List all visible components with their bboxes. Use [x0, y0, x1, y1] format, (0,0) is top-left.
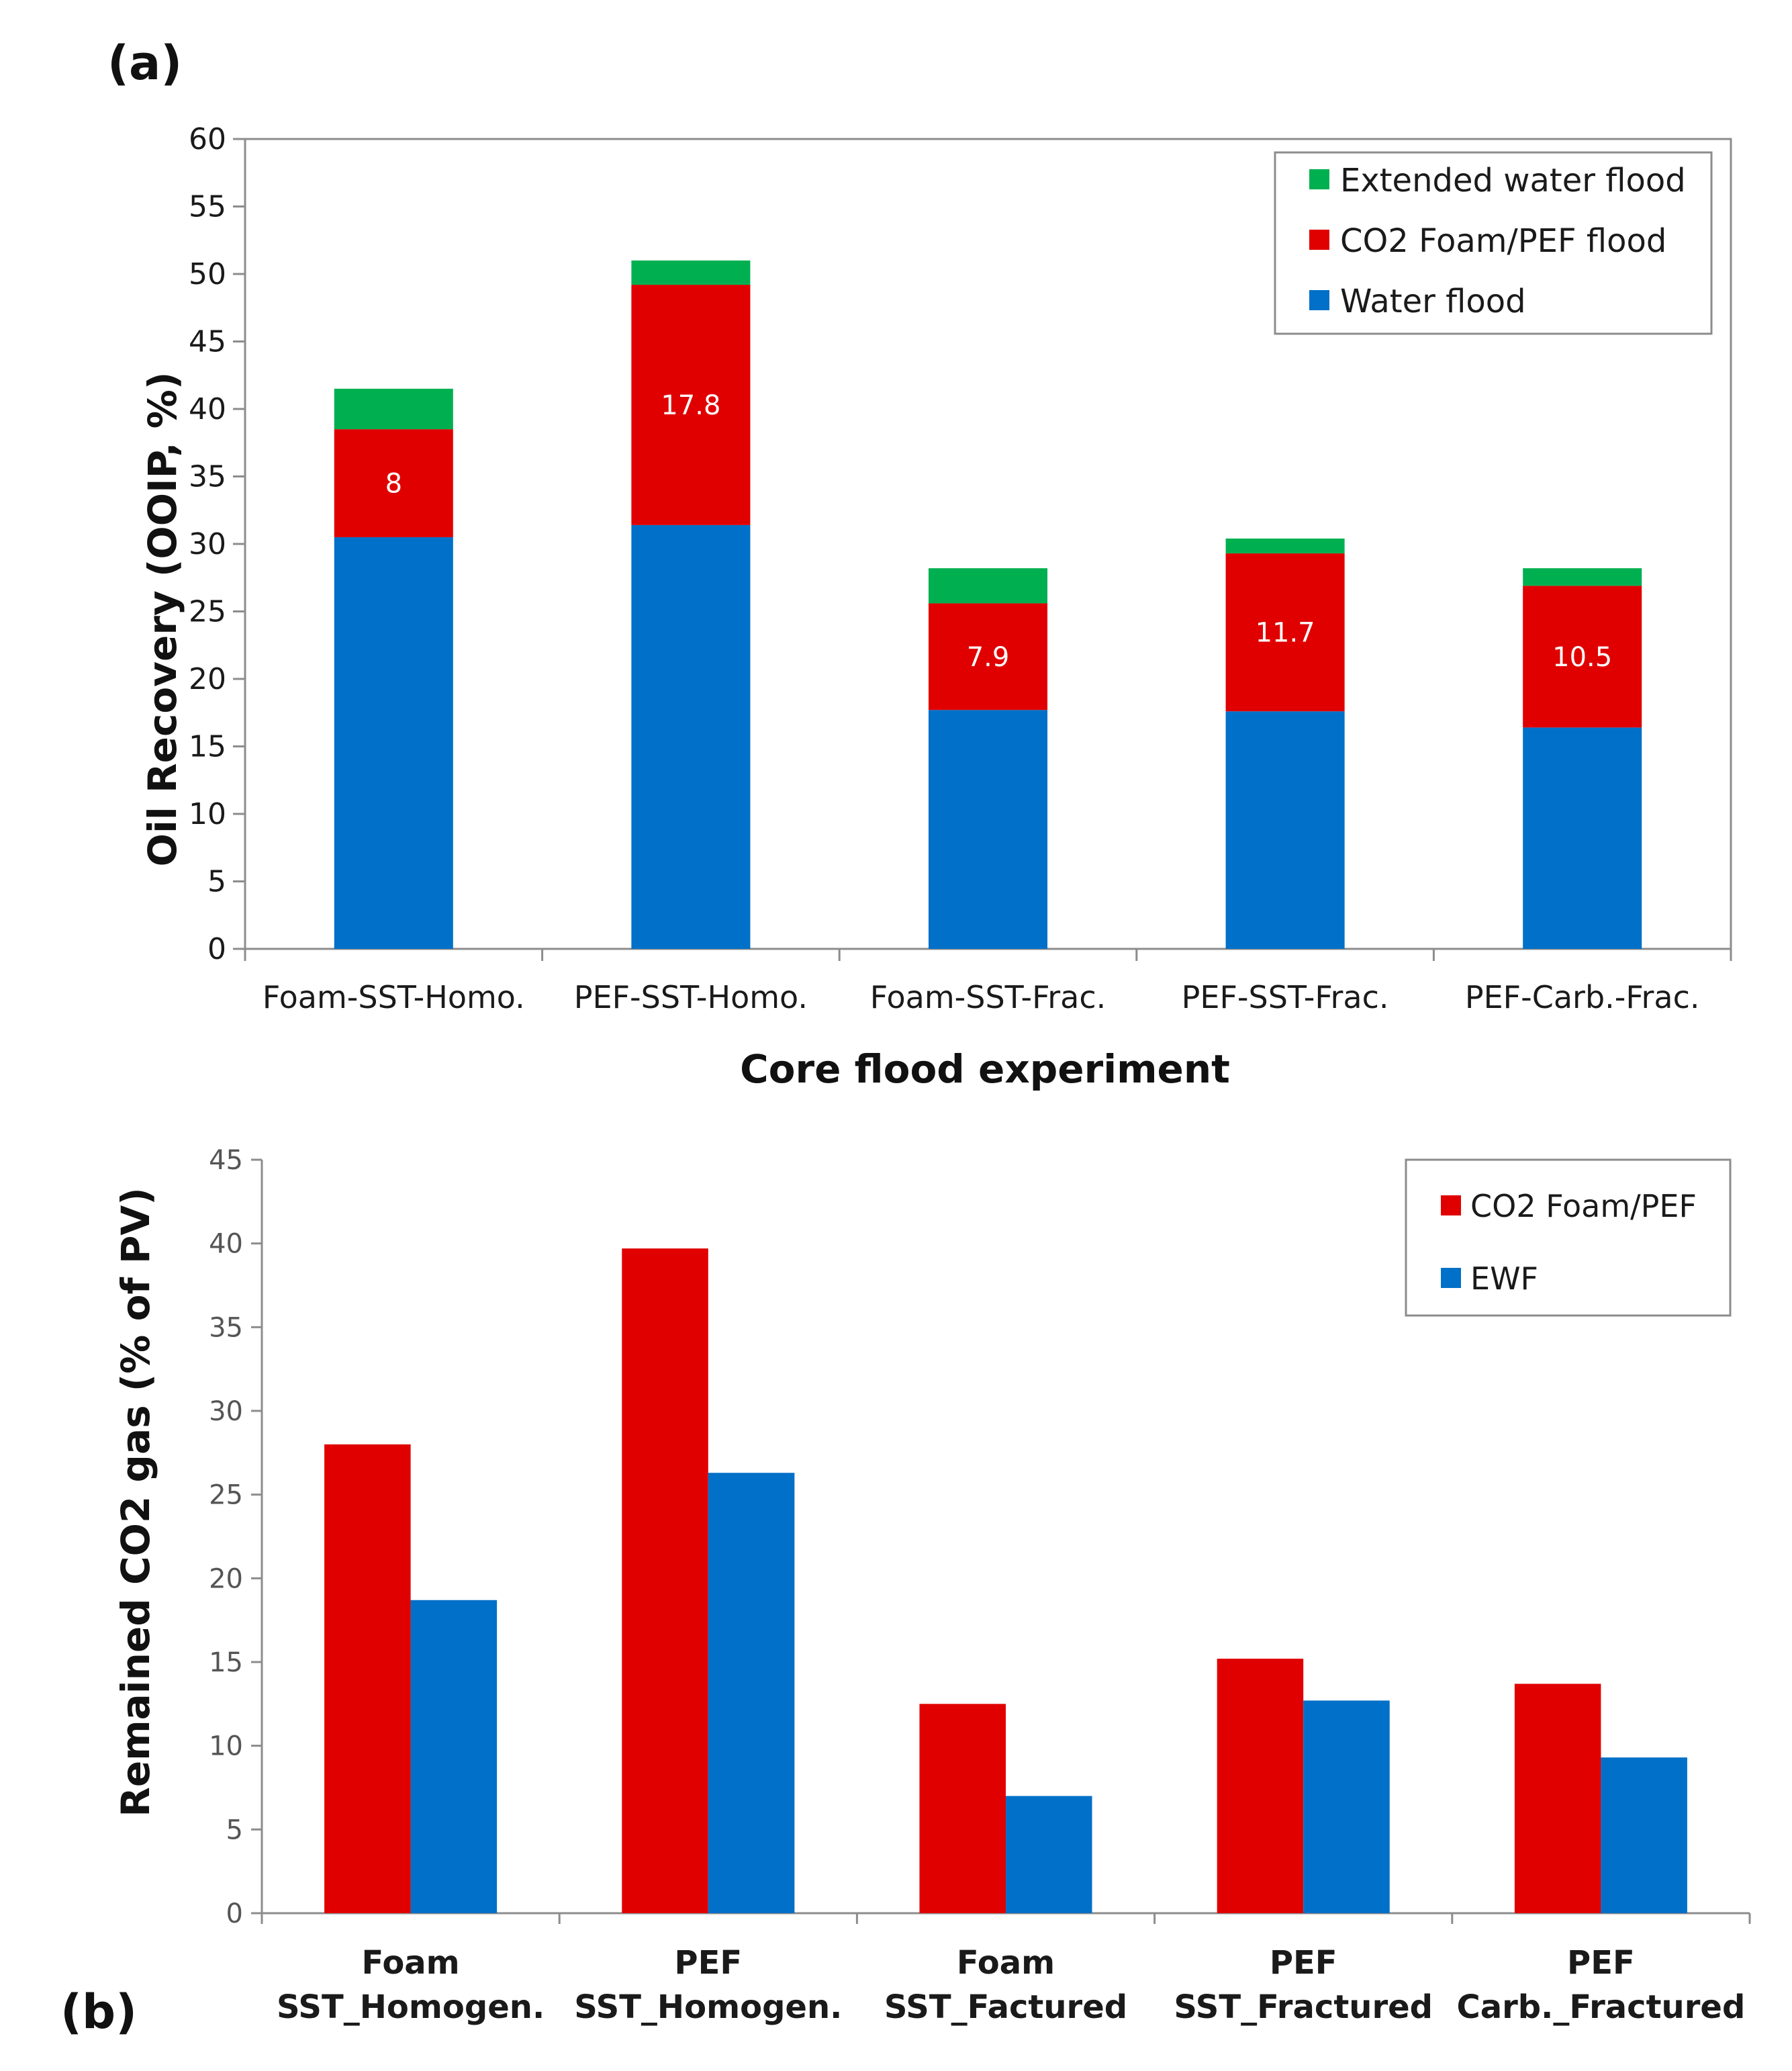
- y-tick-label-b: 25: [209, 1480, 243, 1511]
- y-tick-label-a: 40: [189, 392, 226, 426]
- panel-label-b: (b): [60, 1984, 137, 2039]
- y-tick-label-b: 5: [226, 1814, 243, 1845]
- panel-label-a: (a): [107, 36, 182, 91]
- bar-co2-foam-pef-pef-carb-fractured: [1514, 1684, 1601, 1913]
- y-tick-label-a: 35: [189, 460, 226, 494]
- x-tick-label-b: Foam: [361, 1944, 459, 1982]
- bar-water-flood-foam-sst-homo: [334, 537, 453, 949]
- legend-label-water-flood: Water flood: [1340, 283, 1526, 320]
- bar-ewf-pef-sst-fractured: [1303, 1700, 1390, 1913]
- x-tick-label-b: PEF: [1567, 1944, 1635, 1982]
- x-axis-title-a: Core flood experiment: [740, 1046, 1230, 1092]
- x-tick-label-a: Foam-SST-Homo.: [263, 979, 525, 1015]
- x-tick-label-a: Foam-SST-Frac.: [870, 979, 1106, 1015]
- y-tick-label-a: 20: [189, 662, 226, 696]
- bar-extended-water-flood-pef-sst-frac: [1225, 538, 1345, 554]
- legend-box-a: [1274, 151, 1713, 335]
- bar-co2-foam-pef-flood-foam-sst-frac: [928, 603, 1048, 710]
- legend-swatch-co2-foam-pef-flood: [1309, 230, 1329, 250]
- x-tick-label-b: SST_Factured: [884, 1988, 1127, 2026]
- x-tick-label-a: PEF-SST-Homo.: [574, 979, 808, 1015]
- bar-water-flood-pef-sst-homo: [631, 524, 751, 949]
- legend-swatch-water-flood: [1309, 290, 1329, 310]
- plot-area-b: 0 5 10 15 20 25 30 35 40 45 Foam SST_Homogen. PEF SST…: [209, 1145, 1751, 2026]
- y-tick-label-a: 0: [207, 932, 226, 966]
- y-tick-label-a: 5: [207, 865, 226, 899]
- bar-co2-foam-pef-flood-pef-carb-frac: [1523, 586, 1642, 728]
- x-tick-label-b: Carb._Fractured: [1456, 1988, 1745, 2026]
- legend-swatch-extended-water-flood: [1309, 169, 1329, 189]
- y-tick-label-b: 20: [209, 1563, 243, 1594]
- bar-ewf-foam-sst-homogen: [410, 1600, 498, 1913]
- y-axis-title-a: Oil Recovery (OOIP, %): [140, 372, 185, 867]
- y-tick-label-b: 45: [209, 1145, 243, 1176]
- legend-label-ewf: EWF: [1470, 1260, 1538, 1297]
- data-label-pef-sst-frac: 11.7: [1256, 618, 1315, 649]
- data-label-foam-sst-homo: 8: [385, 469, 402, 500]
- bar-co2-foam-pef-pef-sst-homogen: [622, 1248, 708, 1913]
- bar-water-flood-pef-carb-frac: [1523, 727, 1642, 949]
- bar-extended-water-flood-foam-sst-homo: [334, 388, 453, 430]
- y-tick-label-a: 15: [189, 730, 226, 764]
- legend-label-extended-water-flood: Extended water flood: [1340, 162, 1686, 199]
- bar-co2-foam-pef-foam-sst-homogen: [324, 1444, 411, 1913]
- y-tick-label-b: 35: [209, 1312, 243, 1343]
- plot-area-a: 0 5 10 15 20 25 30 35 40 45 50 55 60 8 Foam-SST-Homo. 1…: [189, 122, 1732, 1015]
- bar-extended-water-flood-pef-sst-homo: [631, 260, 751, 285]
- x-tick-label-b: PEF: [674, 1944, 742, 1982]
- bar-co2-foam-pef-flood-pef-sst-frac: [1225, 553, 1345, 712]
- legend-box-b: [1405, 1158, 1732, 1317]
- legend-b: CO2 Foam/PEF EWF: [1405, 1158, 1732, 1317]
- y-tick-label-b: 10: [209, 1731, 243, 1762]
- y-axis-title-b: Remained CO2 gas (% of PV): [113, 1187, 158, 1817]
- y-tick-label-a: 25: [189, 595, 226, 629]
- x-tick-label-b: PEF: [1270, 1944, 1337, 1982]
- y-tick-label-a: 30: [189, 527, 226, 561]
- x-tick-label-b: Foam: [957, 1944, 1055, 1982]
- bar-co2-foam-pef-pef-sst-fractured: [1217, 1659, 1304, 1913]
- y-tick-label-b: 40: [209, 1229, 243, 1260]
- bar-co2-foam-pef-flood-pef-sst-homo: [631, 285, 751, 525]
- y-tick-label-a: 60: [189, 122, 226, 156]
- x-tick-label-b: SST_Fractured: [1174, 1988, 1433, 2026]
- y-tick-label-b: 0: [226, 1898, 243, 1929]
- bar-co2-foam-pef-foam-sst-factured: [919, 1704, 1006, 1913]
- x-tick-label-b: SST_Homogen.: [277, 1988, 545, 2026]
- bar-ewf-pef-sst-homogen: [708, 1473, 795, 1913]
- panel-a-stacked-bar-chart: (a) Oil Recovery (OOIP, %) Core flood ex…: [107, 36, 1732, 1092]
- legend-label-co2-foam-pef: CO2 Foam/PEF: [1470, 1188, 1697, 1224]
- data-label-pef-carb-frac: 10.5: [1552, 642, 1612, 673]
- bar-co2-foam-pef-flood-foam-sst-homo: [334, 429, 453, 537]
- x-tick-label-a: PEF-Carb.-Frac.: [1465, 979, 1700, 1015]
- bar-ewf-pef-carb-fractured: [1601, 1757, 1687, 1913]
- data-label-foam-sst-frac: 7.9: [967, 642, 1010, 673]
- legend-swatch-co2-foam-pef: [1441, 1195, 1461, 1215]
- x-tick-label-a: PEF-SST-Frac.: [1182, 979, 1389, 1015]
- x-tick-label-b: SST_Homogen.: [574, 1988, 842, 2026]
- y-tick-label-a: 45: [189, 325, 226, 359]
- legend-swatch-ewf: [1441, 1268, 1461, 1288]
- bar-extended-water-flood-foam-sst-frac: [928, 568, 1048, 604]
- panel-b-grouped-bar-chart: (b) Remained CO2 gas (% of PV) 0 5 10 15 20 2…: [60, 1145, 1751, 2039]
- y-tick-label-b: 15: [209, 1647, 243, 1678]
- bar-water-flood-pef-sst-frac: [1225, 711, 1345, 949]
- legend-label-co2-foam-pef-flood: CO2 Foam/PEF flood: [1340, 222, 1666, 260]
- data-label-pef-sst-homo: 17.8: [661, 390, 720, 421]
- y-tick-label-b: 30: [209, 1396, 243, 1427]
- y-tick-label-a: 50: [189, 257, 226, 291]
- y-tick-label-a: 10: [189, 797, 226, 831]
- legend-a: Extended water flood CO2 Foam/PEF flood …: [1274, 151, 1713, 335]
- bar-water-flood-foam-sst-frac: [928, 710, 1048, 949]
- y-tick-label-a: 55: [189, 190, 226, 224]
- bar-ewf-foam-sst-factured: [1006, 1796, 1092, 1913]
- bar-extended-water-flood-pef-carb-frac: [1523, 568, 1642, 586]
